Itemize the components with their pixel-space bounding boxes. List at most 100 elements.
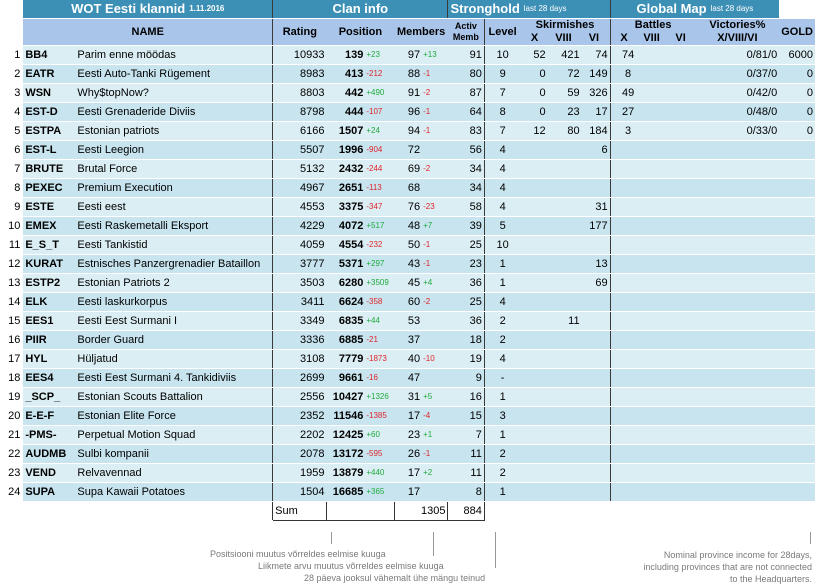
battles-cell bbox=[609, 159, 646, 179]
skirmish-x-cell bbox=[520, 482, 548, 502]
battles-vi-cell bbox=[670, 349, 696, 369]
skirmish-viii-cell bbox=[547, 197, 582, 217]
members-change: -23 bbox=[422, 197, 448, 217]
level-cell: 10 bbox=[483, 45, 521, 65]
gold-cell: 0 bbox=[779, 102, 815, 122]
battles-cell: 27 bbox=[609, 102, 646, 122]
members-change: +2 bbox=[422, 463, 448, 483]
clan-name: Estnisches Panzergrenadier Bataillon bbox=[75, 254, 273, 274]
battles-viii-cell bbox=[645, 482, 671, 502]
level-cell: 4 bbox=[483, 140, 521, 160]
activ-cell: 8 bbox=[447, 482, 485, 502]
position-cell: 139 bbox=[326, 45, 366, 65]
clan-name: Eesti Leegion bbox=[75, 140, 273, 160]
clan-tag: ESTE bbox=[23, 197, 76, 217]
members-change bbox=[422, 311, 448, 331]
skirmish-x-cell bbox=[520, 311, 548, 331]
sum-members: 1305 bbox=[393, 501, 449, 521]
clan-tag: WSN bbox=[23, 83, 76, 103]
battles-viii-cell bbox=[645, 463, 671, 483]
gold-cell bbox=[779, 197, 815, 217]
members-cell: 37 bbox=[394, 330, 423, 350]
members-cell: 53 bbox=[394, 311, 423, 331]
position-change: -347 bbox=[365, 197, 395, 217]
skirmish-x-cell bbox=[520, 463, 548, 483]
row-number: 1 bbox=[0, 45, 24, 65]
members-cell: 17 bbox=[394, 406, 423, 426]
rating-cell: 8798 bbox=[272, 102, 327, 122]
battles-vi-cell bbox=[670, 64, 696, 84]
clan-tag: E-E-F bbox=[23, 406, 76, 426]
skirmish-vi-cell: 326 bbox=[581, 83, 611, 103]
clan-name: Eesti Eest Surmani 4. Tankidiviis bbox=[75, 368, 273, 388]
skirmish-viii-cell: 11 bbox=[547, 311, 582, 331]
members-cell: 68 bbox=[394, 178, 423, 198]
position-change: -1873 bbox=[365, 349, 395, 369]
rating-cell: 4059 bbox=[272, 235, 327, 255]
members-cell: 45 bbox=[394, 273, 423, 293]
skirmish-x-cell bbox=[520, 254, 548, 274]
members-change: -1 bbox=[422, 254, 448, 274]
activ-cell: 64 bbox=[447, 102, 485, 122]
battles-viii-cell bbox=[645, 45, 671, 65]
clan-tag: PEXEC bbox=[23, 178, 76, 198]
clan-name: Brutal Force bbox=[75, 159, 273, 179]
global-map-header: Global Map last 28 days bbox=[609, 0, 780, 19]
skirmish-vi-cell: 6 bbox=[581, 140, 611, 160]
header-row-columns: NAME Rating Position Members Activ Memb … bbox=[0, 18, 815, 46]
victories-cell bbox=[695, 444, 780, 464]
rating-cell: 2078 bbox=[272, 444, 327, 464]
victories-cell bbox=[695, 235, 780, 255]
battles-vi-cell bbox=[670, 368, 696, 388]
level-cell: 4 bbox=[483, 159, 521, 179]
table-row: 4 EST-D Eesti Grenaderide Diviis 8798 444 -10… bbox=[0, 102, 815, 122]
clan-name: Supa Kawaii Potatoes bbox=[75, 482, 273, 502]
battles-vi-cell bbox=[670, 330, 696, 350]
clan-table: WOT Eesti klannid 1.11.2016 Clan info Str… bbox=[0, 0, 815, 521]
clan-name: Sulbi kompanii bbox=[75, 444, 273, 464]
level-cell: 3 bbox=[483, 406, 521, 426]
gold-cell bbox=[779, 292, 815, 312]
skirmish-vi-cell: 31 bbox=[581, 197, 611, 217]
skirmish-viii-cell bbox=[547, 349, 582, 369]
clan-name: Estonian Elite Force bbox=[75, 406, 273, 426]
position-cell: 6280 bbox=[326, 273, 366, 293]
skirmish-viii-cell bbox=[547, 444, 582, 464]
note-members-change: Liikmete arvu muutus võrreldes eelmise k… bbox=[258, 561, 444, 571]
skirmish-vi-cell: 17 bbox=[581, 102, 611, 122]
clan-tag: ESTPA bbox=[23, 121, 76, 141]
table-row: 19 _SCP_ Estonian Scouts Battalion 2556 1042… bbox=[0, 387, 815, 407]
col-victories: Victories% X/VIII/VI bbox=[695, 18, 780, 46]
row-number: 8 bbox=[0, 178, 24, 198]
position-change: +1326 bbox=[365, 387, 395, 407]
gold-cell bbox=[779, 444, 815, 464]
clan-tag: EST-D bbox=[23, 102, 76, 122]
victories-cell bbox=[695, 216, 780, 236]
gold-cell bbox=[779, 330, 815, 350]
level-cell: 4 bbox=[483, 197, 521, 217]
members-cell: 48 bbox=[394, 216, 423, 236]
battles-vi-cell bbox=[670, 159, 696, 179]
victories-cell bbox=[695, 425, 780, 445]
battles-vi-cell bbox=[670, 216, 696, 236]
clan-name: Eesti Tankistid bbox=[75, 235, 273, 255]
skirmish-vi-cell: 149 bbox=[581, 64, 611, 84]
skirmish-vi-cell: 13 bbox=[581, 254, 611, 274]
gold-cell bbox=[779, 311, 815, 331]
skirmish-viii-cell bbox=[547, 406, 582, 426]
row-number: 13 bbox=[0, 273, 24, 293]
rating-cell: 3411 bbox=[272, 292, 327, 312]
skirmish-x-cell bbox=[520, 216, 548, 236]
victories-cell bbox=[695, 330, 780, 350]
gold-cell bbox=[779, 425, 815, 445]
skirmish-x-cell bbox=[520, 349, 548, 369]
members-change: +13 bbox=[422, 45, 448, 65]
members-cell: 96 bbox=[394, 102, 423, 122]
position-change: -244 bbox=[365, 159, 395, 179]
gold-cell bbox=[779, 273, 815, 293]
skirmish-viii-cell: 59 bbox=[547, 83, 582, 103]
battles-cell bbox=[609, 387, 646, 407]
battles-viii-cell bbox=[645, 368, 671, 388]
members-cell: 17 bbox=[394, 463, 423, 483]
battles-vi-cell bbox=[670, 273, 696, 293]
